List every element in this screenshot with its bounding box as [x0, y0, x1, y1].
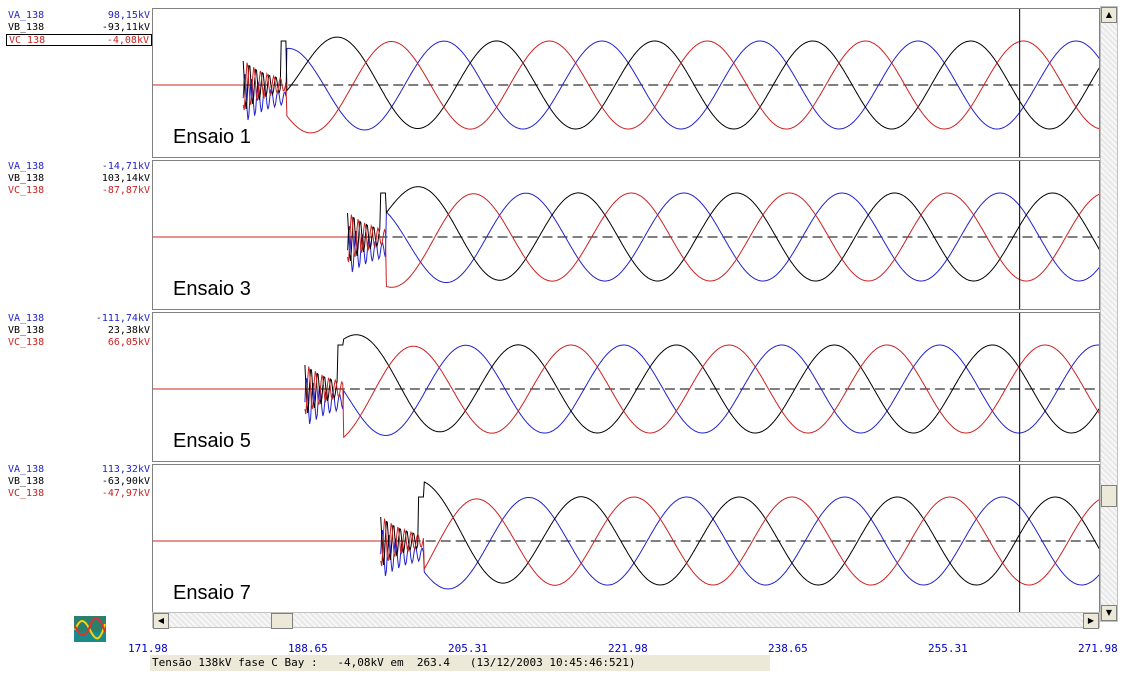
vertical-scroll-thumb[interactable]	[1101, 485, 1117, 507]
readout-panel-3: VA_138 -111,74kV VB_138 23,38kV VC_138 66,0…	[6, 313, 152, 349]
waveform-logo-icon	[74, 616, 106, 642]
panel-label: Ensaio 7	[173, 582, 251, 604]
vc-value: -4,08kV	[106, 35, 149, 46]
series-line-vb-138	[304, 334, 1099, 434]
arrow-left-icon[interactable]: ◀	[153, 613, 169, 629]
x-tick-label: 205.31	[448, 642, 488, 655]
vc-label: VC_138	[8, 185, 45, 196]
panel-label: Ensaio 3	[173, 278, 251, 300]
va-label: VA_138	[8, 161, 45, 172]
vc-label: VC_138	[8, 337, 45, 348]
x-tick-label: 238.65	[768, 642, 808, 655]
vb-value: -93,11kV	[101, 22, 150, 33]
plot-svg-4	[153, 465, 1099, 613]
series-line-vc-138	[304, 344, 1099, 439]
series-line-vc-138	[242, 40, 1099, 134]
readout-panel-2: VA_138 -14,71kV VB_138 103,14kV VC_138 -87,…	[6, 161, 152, 197]
panel-label: Ensaio 5	[173, 430, 251, 452]
vertical-scrollbar[interactable]: ▲ ▼	[1100, 6, 1118, 622]
vb-value: 23,38kV	[107, 325, 150, 336]
series-line-va-138	[242, 40, 1099, 131]
x-tick-label: 188.65	[288, 642, 328, 655]
va-label: VA_138	[8, 313, 45, 324]
arrow-down-icon[interactable]: ▼	[1101, 605, 1117, 621]
vc-value: 66,05kV	[107, 337, 150, 348]
plot-svg-1	[153, 9, 1099, 157]
x-tick-label: 271.98	[1078, 642, 1118, 655]
va-value: -14,71kV	[101, 161, 150, 172]
plot-panel-2[interactable]: Ensaio 3	[152, 160, 1100, 310]
vc-value: -47,97kV	[101, 488, 150, 499]
status-bar: Tensão 138kV fase C Bay : -4,08kV em 263…	[150, 655, 770, 671]
series-line-va-138	[304, 344, 1099, 437]
vc-label: VC_138	[8, 488, 45, 499]
arrow-up-icon[interactable]: ▲	[1101, 7, 1117, 23]
vc-value: -87,87kV	[101, 185, 150, 196]
series-line-va-138	[380, 496, 1099, 590]
series-line-vb-138	[242, 36, 1099, 130]
vb-value: -63,90kV	[101, 476, 150, 487]
x-tick-label: 255.31	[928, 642, 968, 655]
horizontal-scroll-thumb[interactable]	[271, 613, 293, 629]
plot-panel-1[interactable]: Ensaio 1	[152, 8, 1100, 158]
va-label: VA_138	[8, 464, 45, 475]
vb-value: 103,14kV	[101, 173, 150, 184]
vb-label: VB_138	[8, 476, 45, 487]
plot-svg-2	[153, 161, 1099, 309]
series-line-vc-138	[347, 192, 1099, 288]
plot-svg-3	[153, 313, 1099, 461]
vb-label: VB_138	[8, 22, 45, 33]
x-tick-label: 171.98	[128, 642, 168, 655]
readout-panel-4: VA_138 113,32kV VB_138 -63,90kV VC_138 -47,…	[6, 464, 152, 500]
vb-label: VB_138	[8, 325, 45, 336]
vb-label: VB_138	[8, 173, 45, 184]
va-label: VA_138	[8, 10, 45, 21]
arrow-right-icon[interactable]: ▶	[1083, 613, 1099, 629]
va-value: 113,32kV	[101, 464, 150, 475]
series-line-vc-138	[380, 496, 1099, 586]
plot-panel-4[interactable]: Ensaio 7	[152, 464, 1100, 614]
panel-label: Ensaio 1	[173, 126, 251, 148]
va-value: -111,74kV	[95, 313, 150, 324]
horizontal-scrollbar[interactable]: ◀ ▶	[152, 612, 1100, 629]
x-tick-label: 221.98	[608, 642, 648, 655]
plot-panel-3[interactable]: Ensaio 5	[152, 312, 1100, 462]
series-line-vb-138	[347, 186, 1099, 282]
series-line-va-138	[347, 192, 1099, 283]
va-value: 98,15kV	[107, 10, 150, 21]
series-line-vb-138	[380, 481, 1099, 586]
readout-panel-1: VA_138 98,15kV VB_138 -93,11kV VC_138 -4,08…	[6, 10, 152, 46]
vc-label[interactable]: VC_138	[9, 35, 46, 46]
